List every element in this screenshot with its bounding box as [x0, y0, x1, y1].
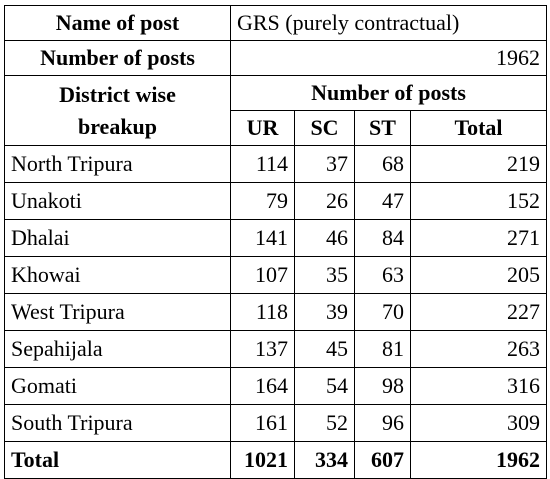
- ur-value: 137: [230, 330, 295, 368]
- st-value: 96: [354, 404, 411, 442]
- sc-value: 26: [294, 182, 355, 220]
- st-value: 81: [354, 330, 411, 368]
- post-name-label: Name of post: [4, 5, 231, 41]
- ur-value: 141: [230, 219, 295, 257]
- sc-value: 54: [294, 367, 355, 405]
- st-value: 68: [354, 145, 411, 183]
- table-row: South Tripura 161 52 96 309: [4, 404, 547, 442]
- sc-total: 334: [294, 441, 355, 479]
- district-name: West Tripura: [4, 293, 231, 331]
- col-header-ur: UR: [230, 110, 295, 146]
- total-value: 309: [410, 404, 547, 442]
- sc-value: 46: [294, 219, 355, 257]
- col-header-total: Total: [410, 110, 547, 146]
- totals-row: Total 1021 334 607 1962: [4, 441, 547, 479]
- st-value: 47: [354, 182, 411, 220]
- posts-table-container: Name of post GRS (purely contractual) Nu…: [4, 5, 547, 479]
- st-total: 607: [354, 441, 411, 479]
- breakup-label-line2: breakup: [77, 113, 158, 139]
- table-row: West Tripura 118 39 70 227: [4, 293, 547, 331]
- post-count-value: 1962: [230, 40, 547, 76]
- ur-value: 161: [230, 404, 295, 442]
- sc-value: 45: [294, 330, 355, 368]
- ur-value: 107: [230, 256, 295, 294]
- ur-value: 114: [230, 145, 295, 183]
- table-row: Gomati 164 54 98 316: [4, 367, 547, 405]
- ur-value: 118: [230, 293, 295, 331]
- st-value: 63: [354, 256, 411, 294]
- district-name: Khowai: [4, 256, 231, 294]
- district-breakup-label: District wise breakup: [4, 75, 231, 146]
- total-value: 316: [410, 367, 547, 405]
- post-name-value: GRS (purely contractual): [230, 5, 547, 41]
- district-name: Unakoti: [4, 182, 231, 220]
- col-header-sc: SC: [294, 110, 355, 146]
- st-value: 98: [354, 367, 411, 405]
- sc-value: 37: [294, 145, 355, 183]
- district-name: North Tripura: [4, 145, 231, 183]
- table-row: Dhalai 141 46 84 271: [4, 219, 547, 257]
- table-row: Sepahijala 137 45 81 263: [4, 330, 547, 368]
- sc-value: 39: [294, 293, 355, 331]
- number-of-posts-header: Number of posts: [230, 75, 547, 111]
- district-name: Dhalai: [4, 219, 231, 257]
- district-name: Gomati: [4, 367, 231, 405]
- breakup-label-line1: District wise: [59, 81, 176, 107]
- total-value: 219: [410, 145, 547, 183]
- ur-total: 1021: [230, 441, 295, 479]
- total-value: 205: [410, 256, 547, 294]
- table-row: North Tripura 114 37 68 219: [4, 145, 547, 183]
- total-value: 152: [410, 182, 547, 220]
- ur-value: 164: [230, 367, 295, 405]
- district-name: South Tripura: [4, 404, 231, 442]
- st-value: 70: [354, 293, 411, 331]
- grand-total: 1962: [410, 441, 547, 479]
- district-name: Sepahijala: [4, 330, 231, 368]
- totals-label: Total: [4, 441, 231, 479]
- total-value: 263: [410, 330, 547, 368]
- group-header-row: District wise breakup Number of posts: [4, 75, 547, 146]
- posts-table: Name of post GRS (purely contractual) Nu…: [4, 5, 547, 479]
- col-header-st: ST: [354, 110, 411, 146]
- total-value: 271: [410, 219, 547, 257]
- post-count-row: Number of posts 1962: [4, 40, 547, 76]
- table-row: Khowai 107 35 63 205: [4, 256, 547, 294]
- st-value: 84: [354, 219, 411, 257]
- sc-value: 52: [294, 404, 355, 442]
- sc-value: 35: [294, 256, 355, 294]
- column-header-row: UR SC ST Total: [5, 110, 547, 146]
- ur-value: 79: [230, 182, 295, 220]
- table-row: Unakoti 79 26 47 152: [4, 182, 547, 220]
- post-count-label: Number of posts: [4, 40, 231, 76]
- post-name-row: Name of post GRS (purely contractual): [4, 5, 547, 41]
- total-value: 227: [410, 293, 547, 331]
